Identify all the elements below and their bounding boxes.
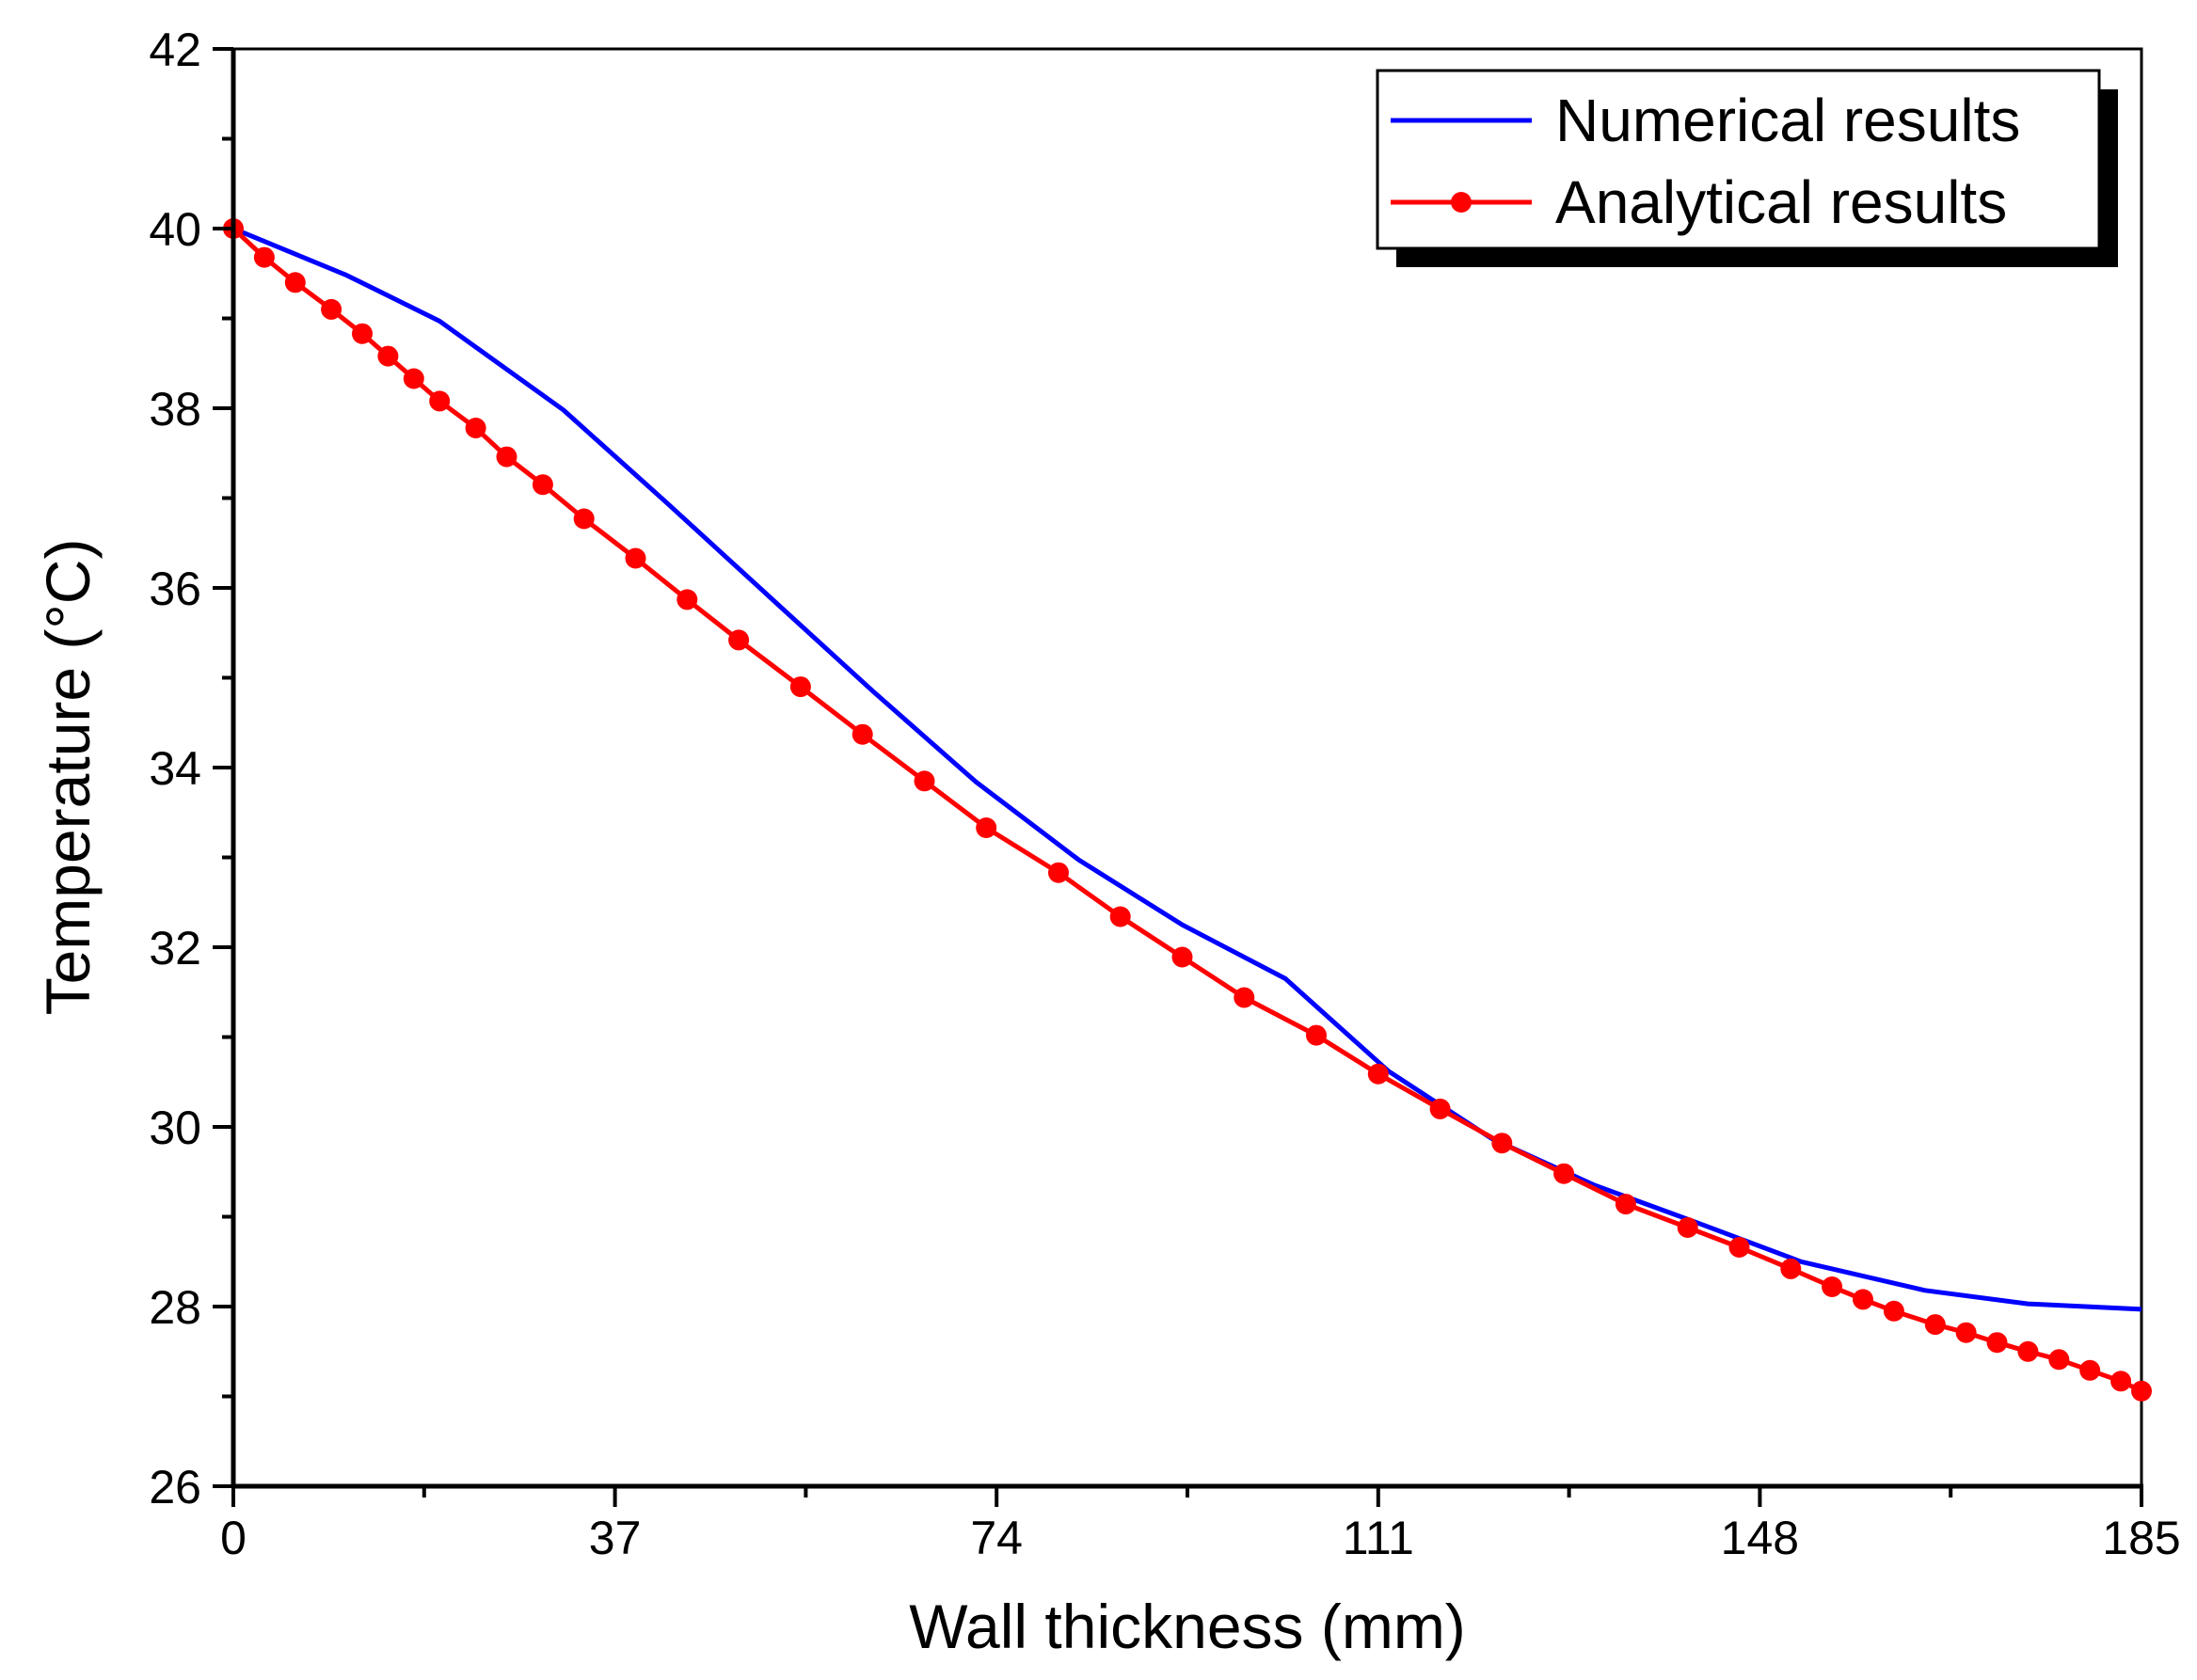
legend-box — [1376, 69, 2101, 250]
data-point — [1171, 946, 1193, 968]
data-point — [789, 676, 811, 698]
data-point — [573, 508, 595, 530]
series-line-0 — [232, 226, 2142, 1312]
data-point — [1677, 1217, 1698, 1238]
data-point — [1109, 906, 1131, 927]
data-point — [403, 368, 424, 389]
legend-label-analytical: Analytical results — [1555, 168, 2007, 236]
data-point — [677, 589, 698, 610]
y-tick-label: 34 — [149, 742, 201, 795]
data-point — [1306, 1024, 1327, 1046]
data-point — [377, 345, 399, 367]
data-point — [1048, 862, 1069, 883]
data-point — [496, 446, 517, 468]
data-point — [852, 723, 873, 745]
y-tick-label: 38 — [149, 383, 201, 436]
data-point — [1234, 987, 1255, 1008]
series-1 — [223, 218, 2152, 1402]
data-point — [1822, 1276, 1843, 1297]
data-point — [429, 390, 451, 412]
data-point — [1615, 1194, 1636, 1215]
data-point — [1367, 1063, 1389, 1085]
data-point — [1853, 1289, 1873, 1310]
x-tick-label: 111 — [1343, 1512, 1414, 1564]
data-point — [352, 323, 373, 344]
data-point — [1553, 1163, 1575, 1184]
legend: Numerical results Analytical results — [1376, 69, 2118, 267]
x-tick-label: 37 — [589, 1512, 642, 1564]
x-tick-label: 0 — [220, 1512, 247, 1564]
data-point — [2110, 1371, 2132, 1392]
data-point — [2131, 1380, 2152, 1402]
x-axis-title: Wall thickness (mm) — [909, 1592, 1466, 1661]
y-tick-label: 26 — [149, 1461, 201, 1514]
y-tick-label: 32 — [149, 922, 201, 975]
data-point — [1955, 1322, 1977, 1343]
data-point — [625, 547, 646, 569]
data-point — [2079, 1359, 2101, 1381]
data-point — [2048, 1349, 2070, 1371]
y-tick-label: 40 — [149, 203, 201, 256]
series-layer — [223, 218, 2152, 1402]
data-point — [2017, 1340, 2039, 1362]
data-point — [976, 817, 997, 838]
data-point — [1883, 1300, 1904, 1322]
data-point — [321, 298, 342, 320]
legend-label-numerical: Numerical results — [1555, 87, 2020, 154]
series-0 — [232, 226, 2142, 1312]
y-axis-title: Temperature (°C) — [33, 539, 103, 1016]
data-point — [284, 272, 306, 293]
y-tick-label: 28 — [149, 1281, 201, 1334]
y-tick-label: 30 — [149, 1102, 201, 1154]
data-point — [1986, 1332, 2008, 1354]
x-tick-label: 185 — [2102, 1512, 2180, 1564]
data-point — [1728, 1237, 1750, 1258]
data-point — [253, 246, 275, 268]
y-tick-label: 36 — [149, 563, 201, 615]
data-point — [914, 770, 935, 792]
x-tick-label: 74 — [970, 1512, 1023, 1564]
data-point — [728, 629, 750, 651]
axes-layer: 0 37 74 111 148 185 26 28 30 32 34 36 38 40 42 — [149, 24, 2180, 1564]
data-point — [1780, 1258, 1802, 1279]
x-tick-label: 148 — [1721, 1512, 1799, 1564]
data-point — [1429, 1098, 1451, 1119]
data-point — [1924, 1314, 1946, 1336]
y-tick-label: 42 — [149, 24, 201, 76]
data-point — [532, 474, 553, 496]
data-point — [465, 418, 486, 438]
legend-marker-analytical — [1451, 192, 1472, 213]
data-point — [1491, 1133, 1513, 1154]
